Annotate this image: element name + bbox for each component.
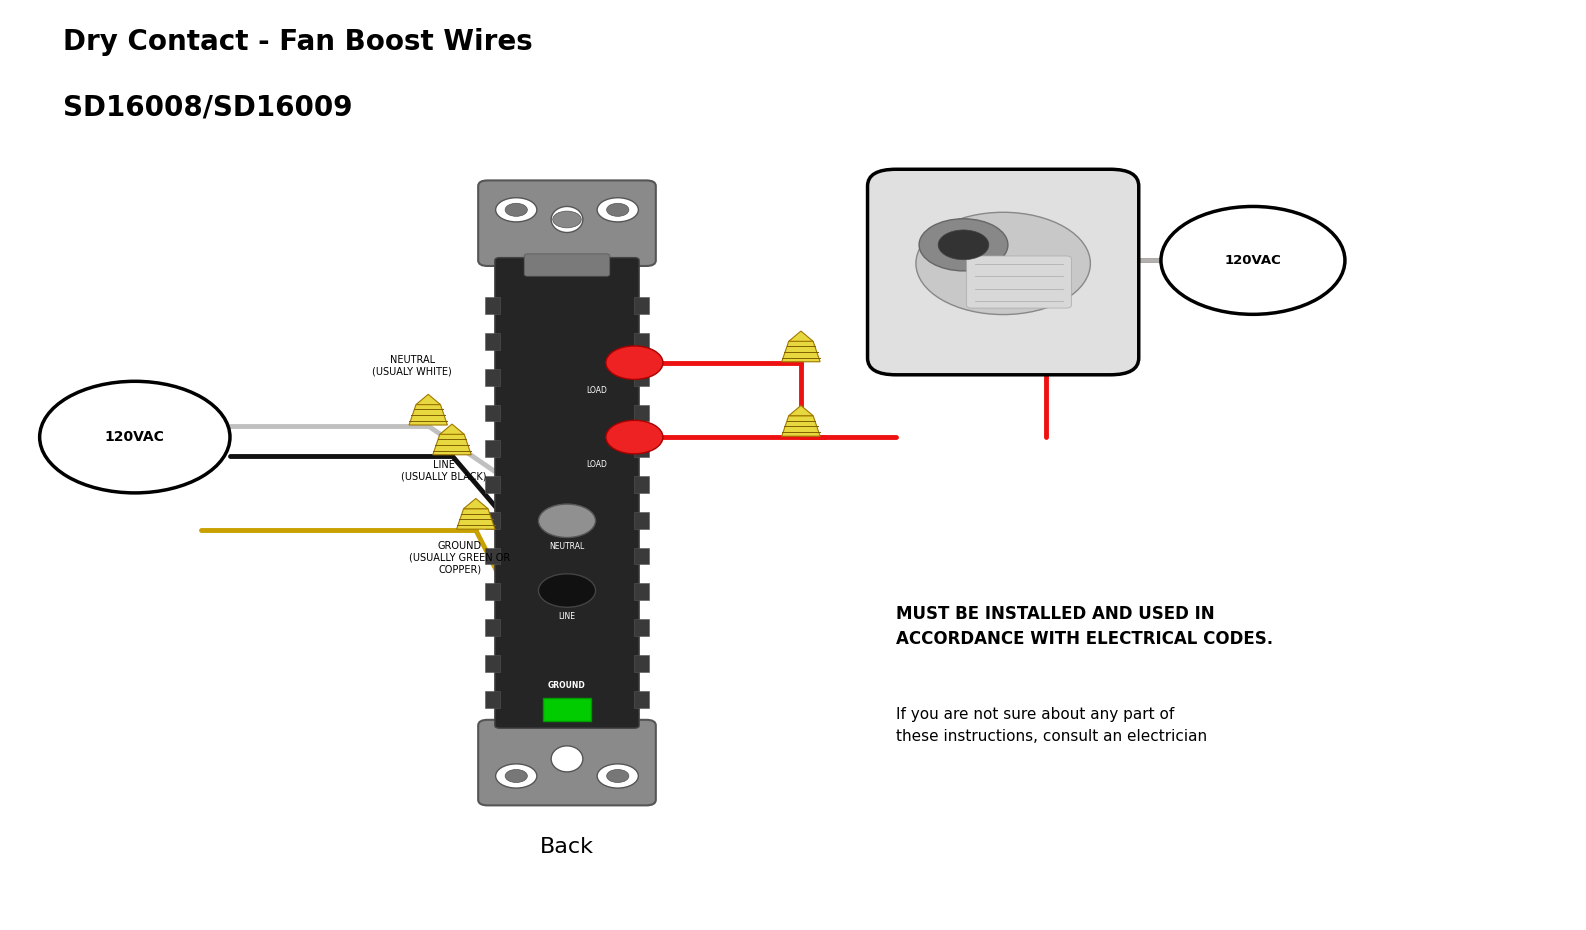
FancyBboxPatch shape xyxy=(485,441,500,458)
Text: MUST BE INSTALLED AND USED IN
ACCORDANCE WITH ELECTRICAL CODES.: MUST BE INSTALLED AND USED IN ACCORDANCE… xyxy=(896,604,1274,647)
Circle shape xyxy=(496,198,538,222)
Text: Back: Back xyxy=(539,837,595,857)
Text: NEUTRAL
(USUALY WHITE): NEUTRAL (USUALY WHITE) xyxy=(373,355,452,377)
Text: NEUTRAL: NEUTRAL xyxy=(549,542,585,551)
Text: 120VAC: 120VAC xyxy=(105,430,165,445)
Circle shape xyxy=(539,574,596,607)
FancyBboxPatch shape xyxy=(485,476,500,493)
Ellipse shape xyxy=(552,746,584,772)
Text: LINE
(USUALLY BLACK): LINE (USUALLY BLACK) xyxy=(401,460,487,482)
Circle shape xyxy=(915,212,1090,314)
Circle shape xyxy=(596,764,639,788)
FancyBboxPatch shape xyxy=(485,333,500,350)
Text: If you are not sure about any part of
these instructions, consult an electrician: If you are not sure about any part of th… xyxy=(896,707,1207,744)
FancyBboxPatch shape xyxy=(479,720,655,805)
Polygon shape xyxy=(409,405,447,425)
FancyBboxPatch shape xyxy=(634,512,649,528)
FancyBboxPatch shape xyxy=(634,405,649,421)
Polygon shape xyxy=(788,405,814,416)
Polygon shape xyxy=(433,434,471,455)
Text: LOAD: LOAD xyxy=(587,460,607,470)
Text: SD16008/SD16009: SD16008/SD16009 xyxy=(63,93,354,121)
FancyBboxPatch shape xyxy=(634,619,649,636)
Circle shape xyxy=(1161,206,1345,314)
FancyBboxPatch shape xyxy=(634,333,649,350)
Circle shape xyxy=(607,769,628,782)
FancyBboxPatch shape xyxy=(868,169,1139,375)
FancyBboxPatch shape xyxy=(634,548,649,565)
Text: LOAD: LOAD xyxy=(587,386,607,395)
Polygon shape xyxy=(782,416,820,436)
FancyBboxPatch shape xyxy=(966,256,1072,308)
Circle shape xyxy=(506,204,527,217)
FancyBboxPatch shape xyxy=(485,583,500,600)
FancyBboxPatch shape xyxy=(634,298,649,314)
FancyBboxPatch shape xyxy=(485,405,500,421)
Circle shape xyxy=(496,764,538,788)
FancyBboxPatch shape xyxy=(485,369,500,386)
FancyBboxPatch shape xyxy=(479,180,655,266)
Circle shape xyxy=(596,198,639,222)
FancyBboxPatch shape xyxy=(485,298,500,314)
Circle shape xyxy=(552,211,580,228)
Polygon shape xyxy=(782,341,820,362)
FancyBboxPatch shape xyxy=(634,369,649,386)
Circle shape xyxy=(918,219,1009,271)
FancyBboxPatch shape xyxy=(485,512,500,528)
Polygon shape xyxy=(439,424,465,434)
Circle shape xyxy=(607,204,628,217)
FancyBboxPatch shape xyxy=(485,691,500,708)
FancyBboxPatch shape xyxy=(634,655,649,671)
Ellipse shape xyxy=(552,206,584,232)
Polygon shape xyxy=(463,498,488,509)
Polygon shape xyxy=(788,331,814,341)
FancyBboxPatch shape xyxy=(634,476,649,493)
Text: 120VAC: 120VAC xyxy=(1224,254,1281,267)
Circle shape xyxy=(606,346,663,379)
FancyBboxPatch shape xyxy=(544,698,590,721)
Circle shape xyxy=(606,420,663,454)
FancyBboxPatch shape xyxy=(523,254,609,276)
Circle shape xyxy=(937,230,990,259)
FancyBboxPatch shape xyxy=(495,258,639,728)
Polygon shape xyxy=(457,509,495,529)
Text: GROUND
(USUALLY GREEN OR
COPPER): GROUND (USUALLY GREEN OR COPPER) xyxy=(409,541,511,575)
FancyBboxPatch shape xyxy=(485,619,500,636)
FancyBboxPatch shape xyxy=(485,548,500,565)
Text: LINE: LINE xyxy=(558,612,576,621)
Text: Dry Contact - Fan Boost Wires: Dry Contact - Fan Boost Wires xyxy=(63,28,533,56)
Circle shape xyxy=(506,769,527,782)
FancyBboxPatch shape xyxy=(634,691,649,708)
Polygon shape xyxy=(416,394,441,405)
Text: GROUND: GROUND xyxy=(549,681,585,690)
FancyBboxPatch shape xyxy=(634,583,649,600)
FancyBboxPatch shape xyxy=(634,441,649,458)
FancyBboxPatch shape xyxy=(485,655,500,671)
Circle shape xyxy=(40,381,230,493)
Circle shape xyxy=(539,504,596,538)
